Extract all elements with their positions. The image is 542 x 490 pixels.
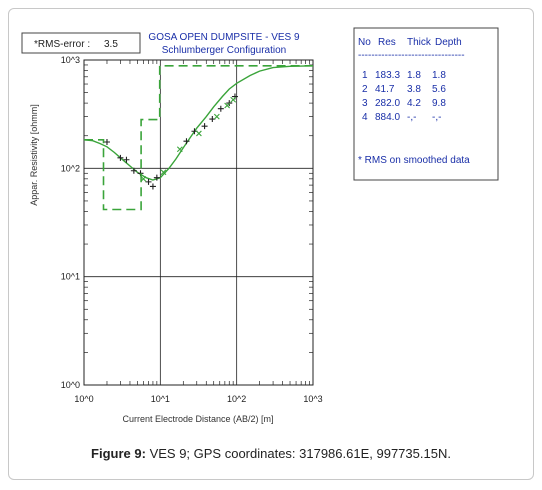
table-cell: 3.8 xyxy=(407,84,421,95)
calculated-point xyxy=(213,113,220,120)
figure-caption: Figure 9: VES 9; GPS coordinates: 317986… xyxy=(0,446,542,461)
chart-subtitle: Schlumberger Configuration xyxy=(162,45,287,56)
caption-label: Figure 9: xyxy=(91,446,146,461)
observed-point xyxy=(183,138,190,145)
table-divider: -------------------------------- xyxy=(358,50,465,61)
data-marks xyxy=(83,65,314,211)
table-header: No xyxy=(358,37,371,48)
fitted-curve xyxy=(83,65,314,181)
table-cell: 5.6 xyxy=(432,84,446,95)
x-axis-title: Current Electrode Distance (AB/2) [m] xyxy=(122,414,273,424)
y-axis-title: Appar. Resistivity [ohmm] xyxy=(29,104,39,206)
observed-point xyxy=(123,156,130,163)
x-tick-label: 10^3 xyxy=(303,394,322,404)
observed-point xyxy=(217,105,224,112)
table-header: Depth xyxy=(435,37,462,48)
observed-point xyxy=(201,123,208,130)
layer-table-box xyxy=(353,27,499,181)
chart-title: GOSA OPEN DUMPSITE - VES 9 xyxy=(148,32,300,43)
calculated-point xyxy=(160,169,167,176)
table-cell: 1.8 xyxy=(407,70,421,81)
grid-lines xyxy=(84,60,313,385)
table-cell: 4 xyxy=(362,112,368,123)
table-cell: -,- xyxy=(407,112,416,123)
calculated-point xyxy=(224,102,231,109)
calculated-point xyxy=(230,96,237,103)
calculated-point xyxy=(196,130,202,137)
observed-point xyxy=(145,178,152,185)
table-cell: 1.8 xyxy=(432,70,446,81)
rms-value: 3.5 xyxy=(104,39,118,50)
rms-label: *RMS-error : xyxy=(34,39,90,50)
table-cell: 41.7 xyxy=(375,84,395,95)
rms-box xyxy=(21,32,141,54)
x-tick-label: 10^1 xyxy=(151,394,170,404)
observed-point xyxy=(103,139,110,146)
table-cell: 1 xyxy=(362,70,368,81)
y-tick-label: 10^2 xyxy=(61,163,80,173)
x-tick-label: 10^2 xyxy=(227,394,246,404)
y-tick-label: 10^1 xyxy=(61,272,80,282)
caption-text: VES 9; GPS coordinates: 317986.61E, 9977… xyxy=(145,446,451,461)
observed-point xyxy=(153,174,160,181)
table-cell: 3 xyxy=(362,98,368,109)
layer-model-line xyxy=(84,65,313,211)
axis-ticks: 10^0 10^1 10^2 10^3 10^0 10^1 10^2 10^3 xyxy=(61,55,323,404)
y-tick-label: 10^3 xyxy=(61,55,80,65)
table-cell: -,- xyxy=(432,112,441,123)
table-header: Res xyxy=(378,37,396,48)
layer-table: No Res Thick Depth -------------------------… xyxy=(358,37,470,166)
observed-point xyxy=(117,154,124,161)
table-cell: 884.0 xyxy=(375,112,400,123)
table-cell: 9.8 xyxy=(432,98,446,109)
x-tick-label: 10^0 xyxy=(74,394,93,404)
y-tick-label: 10^0 xyxy=(61,380,80,390)
plot-area xyxy=(83,59,314,386)
table-cell: 282.0 xyxy=(375,98,400,109)
observed-point xyxy=(130,167,137,174)
table-cell: 183.3 xyxy=(375,70,400,81)
table-cell: 2 xyxy=(362,84,368,95)
calculated-point xyxy=(176,146,183,153)
table-header: Thick xyxy=(407,37,432,48)
observed-point xyxy=(149,183,156,190)
table-cell: 4.2 xyxy=(407,98,421,109)
table-note: * RMS on smoothed data xyxy=(358,155,470,166)
